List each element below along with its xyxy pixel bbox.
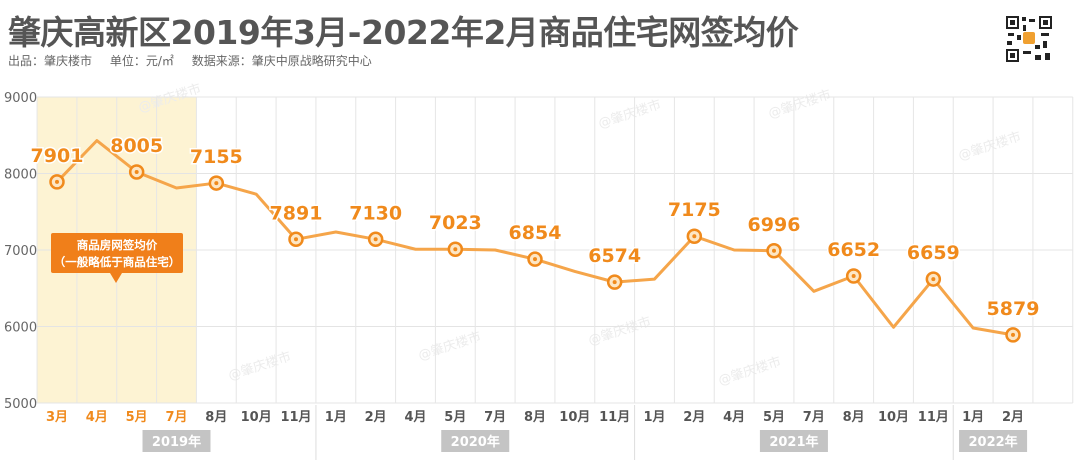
y-tick-label: 6000: [4, 321, 37, 336]
x-tick-label: 11月: [280, 410, 311, 425]
data-label: 6854: [509, 222, 562, 244]
data-marker-dot: [851, 274, 856, 279]
x-tick-label: 11月: [599, 410, 630, 425]
year-label: 2019年: [152, 434, 201, 450]
year-badge: [142, 430, 211, 452]
data-marker-dot: [533, 257, 537, 262]
data-label: 7155: [190, 146, 243, 168]
watermark: @肇庆楼市: [766, 86, 833, 121]
data-label: 7130: [349, 202, 402, 224]
x-tick-label: 5月: [444, 410, 466, 425]
data-marker-dot: [55, 179, 59, 184]
x-tick-label: 1月: [325, 410, 347, 425]
x-tick-label: 5月: [126, 410, 148, 425]
x-tick-label: 11月: [918, 410, 949, 425]
year-label: 2021年: [769, 434, 818, 450]
data-label: 6996: [748, 214, 801, 236]
data-marker-dot: [214, 181, 219, 186]
data-label: 6574: [588, 245, 641, 267]
subtitle: 出品：肇庆楼市 单位：元/㎡ 数据来源：肇庆中原战略研究中心: [8, 52, 386, 69]
x-tick-label: 4月: [86, 410, 108, 425]
data-marker-dot: [692, 234, 697, 239]
data-label: 6652: [827, 239, 880, 261]
data-marker-dot: [931, 277, 936, 282]
annotation-line2: （一般略低于商品住宅）: [54, 255, 181, 269]
watermark: @肇庆楼市: [596, 96, 663, 131]
watermark: @肇庆楼市: [956, 128, 1023, 163]
x-tick-label: 4月: [404, 410, 426, 425]
producer: 出品：肇庆楼市: [8, 54, 93, 68]
chart-title: 肇庆高新区2019年3月-2022年2月商品住宅网签均价: [8, 13, 799, 52]
x-tick-label: 5月: [763, 410, 785, 425]
data-marker-dot: [1011, 332, 1015, 337]
year-badge: [759, 430, 828, 452]
data-marker-dot: [612, 280, 617, 285]
data-label: 7891: [270, 202, 323, 224]
watermark: @肇庆楼市: [586, 313, 653, 348]
x-tick-label: 7月: [484, 410, 506, 425]
y-tick-label: 8000: [4, 168, 37, 183]
x-tick-label: 8月: [843, 410, 865, 425]
x-tick-label: 10月: [878, 410, 909, 425]
data-marker-dot: [373, 237, 378, 242]
watermark: @肇庆楼市: [716, 353, 783, 388]
data-label: 5879: [987, 298, 1040, 320]
x-tick-label: 1月: [962, 410, 984, 425]
data-label: 8005: [110, 135, 163, 157]
x-tick-label: 2月: [365, 410, 387, 425]
x-tick-label: 1月: [643, 410, 665, 425]
y-tick-label: 9000: [4, 91, 37, 106]
year-badge: [959, 430, 1028, 452]
x-tick-label: 10月: [241, 410, 272, 425]
data-label: 6659: [907, 242, 960, 264]
data-source: 数据来源：肇庆中原战略研究中心: [191, 54, 372, 68]
x-tick-label: 4月: [723, 410, 745, 425]
data-label: 7175: [668, 199, 721, 221]
data-marker-dot: [134, 169, 139, 174]
annotation-line1: 商品房网签均价: [77, 238, 158, 252]
y-tick-label: 7000: [4, 244, 37, 259]
data-marker-dot: [772, 248, 776, 253]
data-label: 7023: [429, 212, 482, 234]
x-tick-label: 7月: [165, 410, 187, 425]
data-label: 7901: [31, 145, 84, 167]
year-label: 2020年: [451, 434, 500, 450]
x-tick-label: 2月: [683, 410, 705, 425]
y-tick-label: 5000: [4, 397, 37, 412]
x-tick-label: 8月: [205, 410, 227, 425]
unit: 单位：元/㎡: [109, 54, 174, 68]
qr-code: [1005, 15, 1053, 63]
x-tick-label: 7月: [803, 410, 825, 425]
annotation-callout: 商品房网签均价 （一般略低于商品住宅）: [51, 233, 183, 283]
x-tick-label: 2月: [1002, 410, 1024, 425]
year-label: 2022年: [968, 434, 1017, 450]
x-tick-label: 10月: [559, 410, 590, 425]
x-tick-label: 8月: [524, 410, 546, 425]
data-marker-dot: [294, 237, 298, 242]
x-tick-label: 3月: [46, 410, 68, 425]
year-badge: [441, 430, 510, 452]
watermark: @肇庆楼市: [416, 328, 483, 363]
data-marker-dot: [453, 247, 458, 252]
